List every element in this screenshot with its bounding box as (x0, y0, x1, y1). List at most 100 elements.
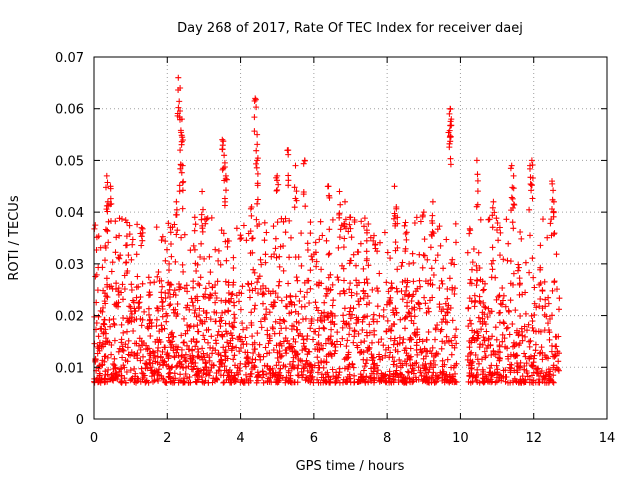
data-point (526, 338, 533, 345)
data-point (196, 312, 203, 319)
data-point (472, 352, 479, 358)
data-point (179, 364, 186, 371)
data-point (147, 350, 154, 357)
data-point (184, 288, 191, 295)
data-point (123, 233, 130, 240)
data-point (389, 284, 396, 291)
data-point (511, 375, 518, 382)
data-point (181, 379, 188, 386)
data-point (138, 338, 145, 345)
data-point (215, 257, 222, 264)
data-point (260, 300, 266, 307)
data-point (348, 292, 355, 299)
data-point (270, 299, 277, 306)
data-point (325, 274, 332, 281)
data-point (231, 352, 238, 359)
data-point (404, 374, 411, 381)
data-point (155, 307, 162, 314)
data-point (291, 184, 298, 191)
data-point (95, 264, 102, 271)
data-point (194, 297, 201, 304)
data-point (145, 305, 152, 312)
data-point (333, 369, 340, 376)
data-point (222, 175, 229, 182)
data-point (305, 348, 312, 355)
data-point (298, 368, 305, 375)
data-point (216, 363, 223, 370)
data-point (263, 229, 270, 236)
data-point (280, 218, 287, 225)
data-point (240, 341, 247, 348)
data-point (500, 373, 507, 380)
data-point (136, 299, 143, 306)
data-point (180, 268, 187, 275)
data-point (414, 326, 421, 333)
data-point (105, 239, 112, 246)
data-point (284, 147, 291, 154)
data-point (413, 339, 420, 346)
data-point (205, 326, 212, 333)
data-point (270, 223, 277, 230)
data-point (522, 353, 529, 360)
data-point (493, 362, 500, 369)
data-point (239, 320, 246, 327)
data-point (353, 262, 359, 269)
plot-frame (93, 56, 608, 420)
data-point (134, 377, 141, 384)
data-point (125, 319, 131, 326)
data-point (216, 318, 223, 325)
data-point (313, 258, 320, 265)
data-point (221, 202, 228, 209)
data-point (510, 339, 517, 346)
data-point (429, 233, 435, 239)
data-point (166, 373, 173, 380)
data-point (251, 269, 258, 276)
data-point (362, 360, 369, 367)
data-point (278, 297, 285, 304)
data-point (364, 293, 371, 300)
data-point (473, 328, 480, 335)
data-point (399, 296, 406, 303)
data-point (347, 304, 354, 311)
data-point (398, 263, 405, 270)
data-point (228, 379, 235, 386)
data-point (293, 188, 300, 195)
data-point (477, 341, 484, 348)
data-point (543, 354, 550, 361)
data-point (410, 259, 417, 266)
data-point (129, 236, 136, 243)
data-point (314, 317, 321, 324)
data-point (304, 247, 311, 253)
data-point (273, 254, 280, 261)
data-point (102, 335, 109, 342)
data-point (446, 275, 453, 282)
data-point (465, 305, 472, 312)
data-point (249, 356, 256, 363)
data-point (204, 215, 211, 222)
data-point (273, 362, 280, 369)
data-point (327, 310, 334, 316)
data-point (324, 183, 331, 190)
data-point (434, 372, 441, 379)
data-point (447, 155, 454, 162)
data-point (322, 293, 329, 299)
data-point (160, 359, 167, 366)
data-point (280, 338, 287, 345)
data-point (497, 300, 504, 307)
data-point (242, 334, 249, 341)
data-point (318, 266, 325, 273)
data-point (307, 285, 314, 292)
data-point (200, 332, 207, 339)
data-point (468, 320, 475, 327)
data-point (258, 261, 265, 268)
data-point (167, 301, 174, 308)
data-point (147, 333, 154, 339)
data-point (248, 212, 255, 219)
data-point (530, 355, 537, 362)
data-point (190, 302, 197, 309)
data-point (101, 379, 108, 386)
data-point (467, 227, 474, 234)
data-point (556, 350, 562, 357)
data-point (113, 234, 120, 241)
data-point (221, 367, 228, 374)
